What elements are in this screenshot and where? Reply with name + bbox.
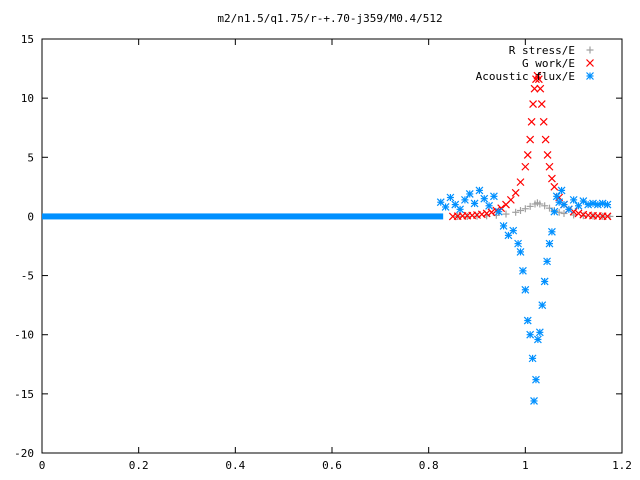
acoustic-flux-e-point: [480, 194, 489, 203]
x-tick-label: 0.2: [129, 459, 149, 472]
g-work-e-point: [511, 188, 520, 197]
g-work-e-point: [523, 150, 532, 159]
acoustic-flux-e-point: [584, 200, 593, 209]
chart-title: m2/n1.5/q1.75/r-+.70-j359/M0.4/512: [217, 12, 442, 25]
g-work-e-point: [536, 84, 545, 93]
legend-marker: [586, 46, 594, 54]
acoustic-flux-e-point: [550, 207, 559, 216]
x-tick-label: 1.2: [612, 459, 632, 472]
legend-marker: [586, 72, 594, 80]
acoustic-flux-e-point: [535, 328, 544, 337]
y-tick-label: -5: [21, 270, 34, 283]
r-stress-e-point: [560, 209, 568, 217]
acoustic-flux-e-point: [538, 301, 547, 310]
acoustic-flux-e-point: [589, 199, 597, 208]
x-tick-label: 0.6: [322, 459, 342, 472]
acoustic-flux-e-point: [579, 197, 588, 205]
acoustic-flux-e-point: [518, 266, 527, 275]
g-work-e-point: [530, 84, 539, 93]
acoustic-flux-e-point: [494, 207, 503, 216]
r-stress-e-point: [521, 205, 529, 213]
r-stress-e-point: [502, 210, 510, 218]
acoustic-flux-e-point: [485, 201, 494, 210]
g-work-e-point: [541, 135, 550, 144]
g-work-e-point: [537, 100, 546, 108]
g-work-e-point: [545, 162, 554, 171]
legend-label: Acoustic flux/E: [476, 70, 575, 83]
acoustic-flux-e-point: [557, 186, 566, 195]
acoustic-flux-zero-band: [42, 213, 444, 220]
r-stress-e-point: [541, 202, 549, 210]
acoustic-flux-e-point: [509, 226, 518, 235]
legend-label: G work/E: [522, 57, 575, 70]
x-tick-label: 0.8: [419, 459, 439, 472]
g-work-e-point: [543, 150, 552, 159]
acoustic-flux-e-point: [547, 227, 556, 236]
acoustic-flux-e-point: [499, 221, 508, 230]
acoustic-flux-e-point: [470, 199, 479, 208]
g-work-e-point: [539, 117, 548, 126]
x-tick-label: 1: [522, 459, 529, 472]
g-work-e-point: [506, 195, 515, 204]
x-tick-label: 0: [39, 459, 46, 472]
acoustic-flux-e-point: [489, 192, 498, 201]
legend-marker: [586, 59, 594, 67]
r-stress-e-point: [546, 204, 553, 212]
g-work-e-point: [574, 209, 583, 218]
acoustic-flux-e-point: [533, 335, 542, 344]
acoustic-flux-e-point: [441, 203, 450, 211]
y-tick-label: 5: [27, 151, 34, 164]
r-stress-e-point: [517, 207, 524, 215]
g-work-e-point: [482, 209, 491, 218]
g-work-e-point: [527, 117, 536, 126]
acoustic-flux-e-point: [545, 239, 554, 248]
g-work-e-point: [529, 100, 537, 108]
acoustic-flux-e-point: [456, 205, 465, 214]
r-stress-e-point: [536, 200, 544, 208]
acoustic-flux-e-point: [530, 397, 538, 405]
acoustic-flux-e-point: [526, 330, 535, 339]
g-work-e-point: [550, 182, 559, 191]
y-tick-label: 0: [27, 210, 34, 223]
acoustic-flux-e-point: [603, 200, 612, 209]
acoustic-flux-e-point: [593, 200, 602, 209]
g-work-e-point: [521, 162, 530, 171]
acoustic-flux-e-point: [460, 195, 469, 204]
g-work-e-point: [547, 174, 556, 183]
r-stress-e-point: [526, 202, 534, 210]
acoustic-flux-e-point: [532, 375, 540, 384]
y-tick-label: -15: [14, 388, 34, 401]
acoustic-flux-e-point: [543, 257, 552, 266]
g-work-e-point: [534, 75, 543, 84]
acoustic-flux-e-point: [560, 200, 568, 209]
acoustic-flux-e-point: [465, 190, 474, 198]
y-tick-label: -20: [14, 447, 34, 460]
g-work-e-point: [516, 178, 525, 187]
acoustic-flux-e-point: [598, 199, 607, 208]
acoustic-flux-e-point: [475, 186, 484, 195]
y-tick-label: 10: [21, 92, 34, 105]
g-work-e-point: [526, 135, 535, 144]
x-tick-label: 0.4: [225, 459, 245, 472]
r-stress-e-point: [512, 208, 520, 216]
acoustic-flux-e-point: [528, 354, 537, 363]
acoustic-flux-e-point: [516, 247, 525, 256]
g-work-e-point: [603, 212, 612, 221]
y-tick-label: -10: [14, 329, 34, 342]
acoustic-flux-e-point: [514, 239, 523, 248]
y-tick-label: 15: [21, 33, 34, 46]
plot-area: 0 0.2 0.4 0.6 0.8 1 1.2 -20 -15 -10 -5 0 5 10 15: [14, 33, 632, 472]
acoustic-flux-e-point: [540, 277, 549, 286]
g-work-e-point: [487, 208, 496, 217]
acoustic-flux-e-point: [521, 285, 530, 294]
legend-label: R stress/E: [509, 44, 575, 57]
r-stress-e-point: [570, 211, 578, 219]
acoustic-flux-e-point: [552, 192, 561, 201]
acoustic-flux-e-point: [564, 205, 573, 214]
acoustic-flux-e-point: [446, 193, 455, 202]
acoustic-flux-e-point: [523, 316, 532, 325]
acoustic-flux-e-point: [569, 195, 578, 204]
